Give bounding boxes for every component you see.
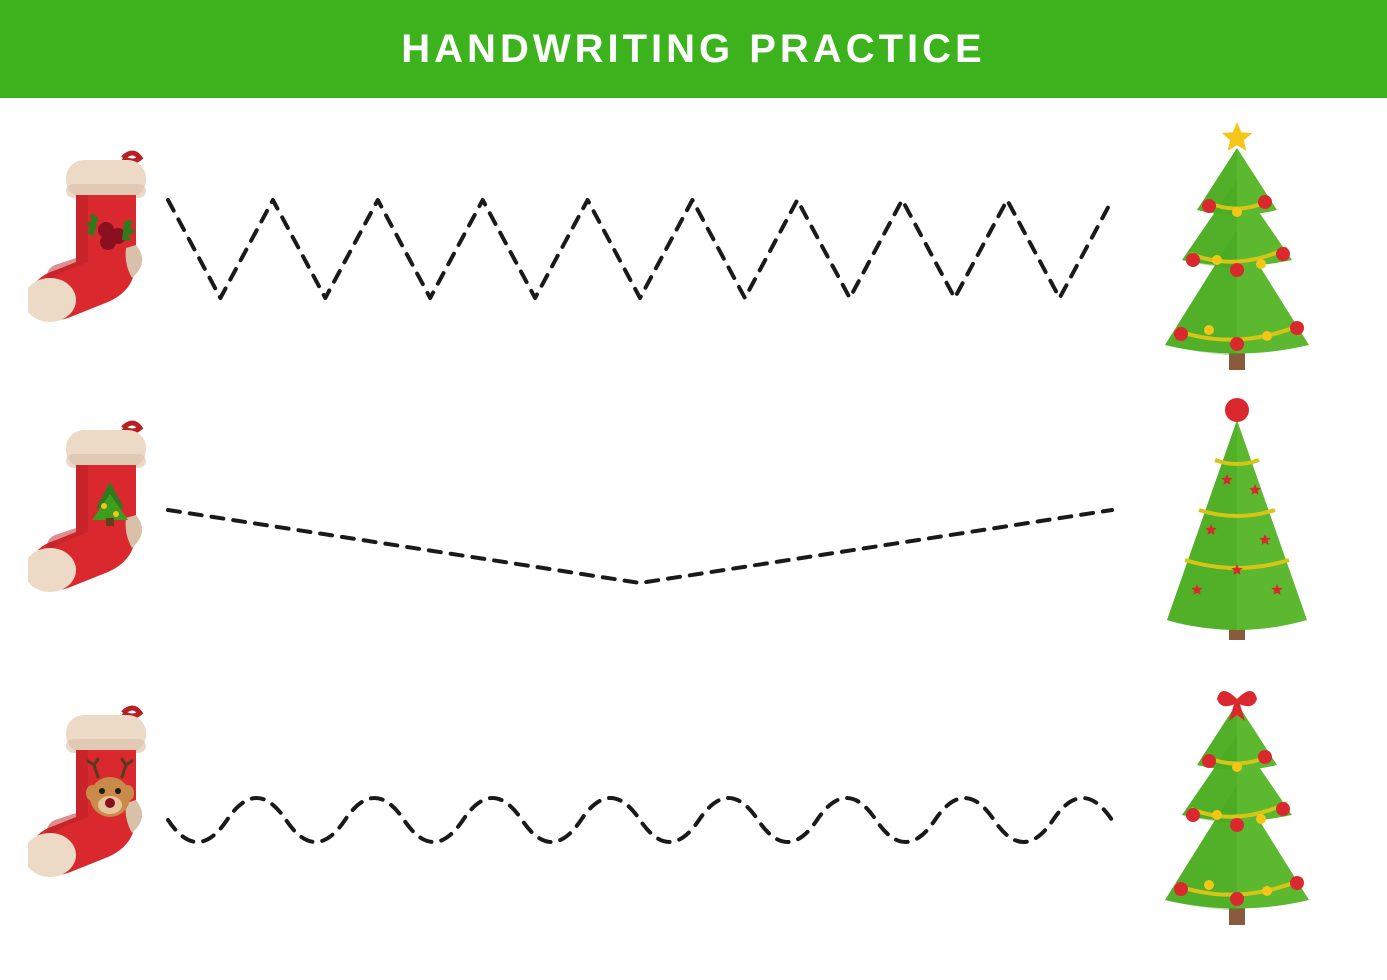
- christmas-tree-icon: [1137, 675, 1337, 935]
- header: HANDWRITING PRACTICE: [0, 0, 1387, 98]
- christmas-tree-icon: [1137, 390, 1337, 650]
- christmas-tree-icon: [1137, 120, 1337, 380]
- page-title: HANDWRITING PRACTICE: [401, 27, 985, 72]
